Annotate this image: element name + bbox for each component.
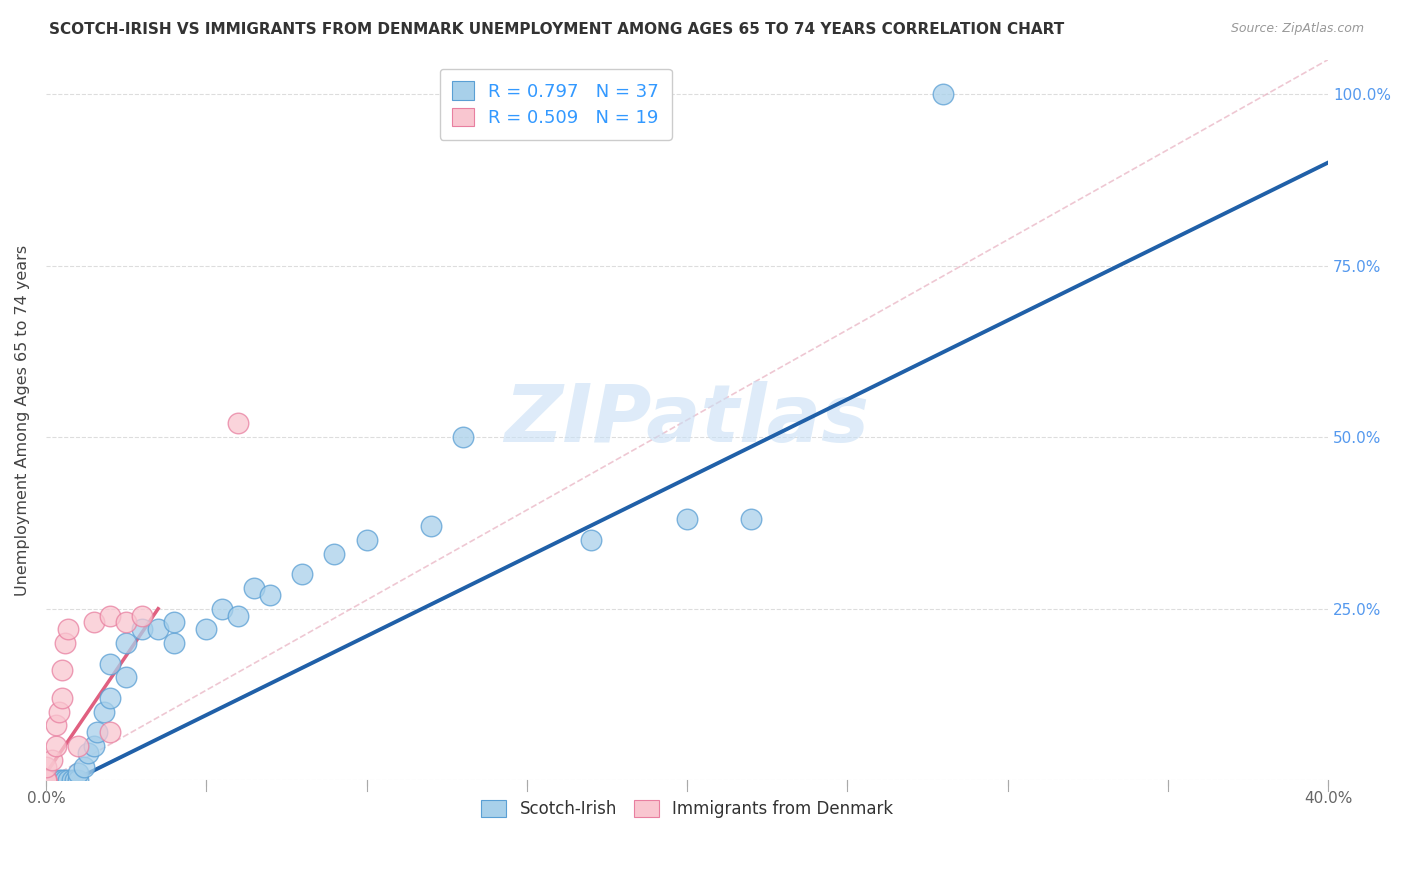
Point bbox=[63, 773, 86, 788]
Point bbox=[83, 739, 105, 753]
Point bbox=[226, 608, 249, 623]
Point bbox=[115, 615, 138, 630]
Point bbox=[58, 622, 80, 636]
Point bbox=[48, 773, 70, 788]
Point bbox=[86, 725, 108, 739]
Point bbox=[676, 512, 699, 526]
Point bbox=[932, 87, 955, 101]
Point bbox=[98, 608, 121, 623]
Point bbox=[51, 773, 73, 788]
Point bbox=[195, 622, 218, 636]
Point bbox=[740, 512, 762, 526]
Point bbox=[98, 657, 121, 671]
Point bbox=[579, 533, 602, 547]
Point bbox=[259, 588, 281, 602]
Point bbox=[211, 601, 233, 615]
Point bbox=[66, 739, 89, 753]
Point bbox=[291, 567, 314, 582]
Legend: Scotch-Irish, Immigrants from Denmark: Scotch-Irish, Immigrants from Denmark bbox=[472, 791, 901, 826]
Point bbox=[243, 581, 266, 595]
Point bbox=[45, 739, 67, 753]
Point bbox=[35, 773, 58, 788]
Point bbox=[115, 670, 138, 684]
Point bbox=[66, 766, 89, 780]
Point bbox=[51, 664, 73, 678]
Text: ZIPatlas: ZIPatlas bbox=[505, 381, 869, 459]
Point bbox=[115, 636, 138, 650]
Point bbox=[76, 746, 98, 760]
Y-axis label: Unemployment Among Ages 65 to 74 years: Unemployment Among Ages 65 to 74 years bbox=[15, 244, 30, 596]
Point bbox=[131, 608, 153, 623]
Text: Source: ZipAtlas.com: Source: ZipAtlas.com bbox=[1230, 22, 1364, 36]
Point bbox=[41, 753, 63, 767]
Point bbox=[131, 622, 153, 636]
Point bbox=[323, 547, 346, 561]
Point bbox=[93, 705, 115, 719]
Point bbox=[98, 690, 121, 705]
Point bbox=[146, 622, 169, 636]
Point bbox=[163, 636, 186, 650]
Point bbox=[53, 773, 76, 788]
Point bbox=[51, 690, 73, 705]
Point bbox=[451, 430, 474, 444]
Point bbox=[83, 615, 105, 630]
Point bbox=[98, 725, 121, 739]
Point bbox=[35, 773, 58, 788]
Point bbox=[53, 636, 76, 650]
Text: SCOTCH-IRISH VS IMMIGRANTS FROM DENMARK UNEMPLOYMENT AMONG AGES 65 TO 74 YEARS C: SCOTCH-IRISH VS IMMIGRANTS FROM DENMARK … bbox=[49, 22, 1064, 37]
Point bbox=[73, 759, 96, 773]
Point bbox=[48, 705, 70, 719]
Point bbox=[66, 773, 89, 788]
Point bbox=[226, 417, 249, 431]
Point bbox=[35, 773, 58, 788]
Point bbox=[58, 773, 80, 788]
Point bbox=[419, 519, 441, 533]
Point bbox=[163, 615, 186, 630]
Point bbox=[41, 773, 63, 788]
Point bbox=[35, 773, 58, 788]
Point bbox=[60, 773, 83, 788]
Point bbox=[35, 759, 58, 773]
Point bbox=[45, 718, 67, 732]
Point bbox=[356, 533, 378, 547]
